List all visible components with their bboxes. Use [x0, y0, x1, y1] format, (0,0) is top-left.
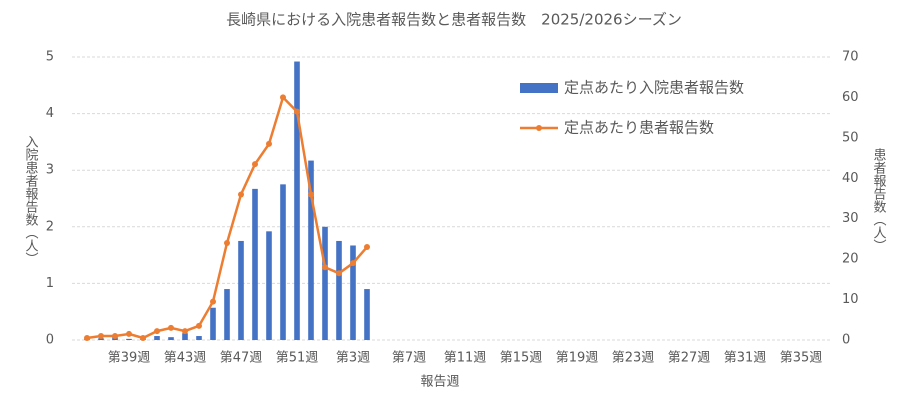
x-tick-label: 第11週	[444, 351, 487, 366]
y2-tick-label: 70	[842, 50, 859, 65]
bar	[182, 333, 188, 340]
marker	[280, 94, 286, 101]
marker	[112, 332, 118, 339]
marker	[196, 322, 202, 329]
bar	[336, 240, 342, 340]
bar	[252, 188, 258, 340]
y2-tick-label: 0	[842, 333, 850, 348]
x-tick-label: 第3週	[336, 351, 370, 366]
x-tick-label: 第35週	[780, 351, 823, 366]
bar	[168, 337, 174, 340]
x-tick-label: 第7週	[392, 351, 426, 366]
bar	[210, 307, 216, 340]
x-tick-label: 第19週	[556, 351, 599, 366]
bar	[294, 61, 300, 340]
y2-axis-title: 患者報告数（人）	[871, 148, 887, 252]
y2-tick-label: 20	[842, 252, 859, 267]
bar	[266, 231, 272, 340]
legend-swatch	[520, 83, 558, 93]
marker	[336, 270, 342, 277]
y2-tick-label: 60	[842, 90, 859, 105]
marker	[224, 239, 230, 246]
bar	[364, 289, 370, 340]
marker	[350, 260, 356, 267]
bar	[350, 245, 356, 340]
bar	[196, 336, 202, 340]
x-axis-title: 報告週	[420, 375, 459, 390]
y-axis-title: 入院患者報告数（人）	[23, 135, 39, 265]
bar	[238, 240, 244, 340]
marker	[238, 191, 244, 198]
x-tick-label: 第23週	[612, 351, 655, 366]
chart-title: 長崎県における入院患者報告数と患者報告数 2025/2026シーズン	[226, 11, 682, 29]
legend-label: 定点あたり患者報告数	[564, 119, 714, 137]
marker	[98, 332, 104, 339]
marker	[210, 298, 216, 305]
marker	[84, 334, 90, 341]
marker	[126, 330, 132, 337]
legend-label: 定点あたり入院患者報告数	[564, 79, 744, 97]
marker	[294, 108, 300, 115]
x-tick-label: 第51週	[276, 351, 319, 366]
y2-tick-label: 10	[842, 292, 859, 307]
marker	[308, 191, 314, 198]
marker	[322, 264, 328, 271]
y2-tick-label: 50	[842, 130, 859, 145]
x-tick-label: 第31週	[724, 351, 767, 366]
bar	[308, 160, 314, 340]
y-tick-label: 1	[46, 276, 54, 291]
y-tick-label: 4	[46, 106, 54, 121]
marker	[140, 334, 146, 341]
x-tick-label: 第43週	[164, 351, 207, 366]
y2-tick-label: 40	[842, 171, 859, 186]
marker	[252, 161, 258, 168]
y2-tick-label: 30	[842, 211, 859, 226]
y-tick-label: 2	[46, 219, 54, 234]
y-tick-label: 3	[46, 163, 54, 178]
x-tick-label: 第47週	[220, 351, 263, 366]
bar	[154, 336, 160, 340]
x-tick-label: 第39週	[108, 351, 151, 366]
bar	[126, 338, 132, 340]
marker	[168, 324, 174, 331]
y-tick-label: 0	[46, 333, 54, 348]
marker	[182, 328, 188, 335]
marker	[154, 328, 160, 335]
legend-swatch	[536, 125, 542, 131]
bar	[98, 338, 104, 340]
bar	[280, 184, 286, 340]
bar	[224, 289, 230, 340]
marker	[364, 244, 370, 251]
x-tick-label: 第27週	[668, 351, 711, 366]
bar	[322, 226, 328, 340]
y-tick-label: 5	[46, 50, 54, 65]
marker	[266, 140, 272, 147]
x-tick-label: 第15週	[500, 351, 543, 366]
